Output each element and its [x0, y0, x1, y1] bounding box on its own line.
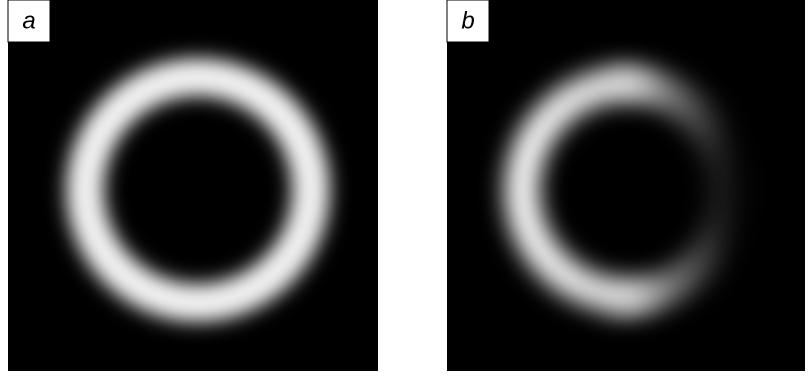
panel-b: b [447, 0, 805, 371]
panel-label: a [22, 7, 35, 34]
panel-label: b [461, 7, 474, 34]
panel-a: a [8, 0, 378, 371]
figure: a b [0, 0, 810, 377]
